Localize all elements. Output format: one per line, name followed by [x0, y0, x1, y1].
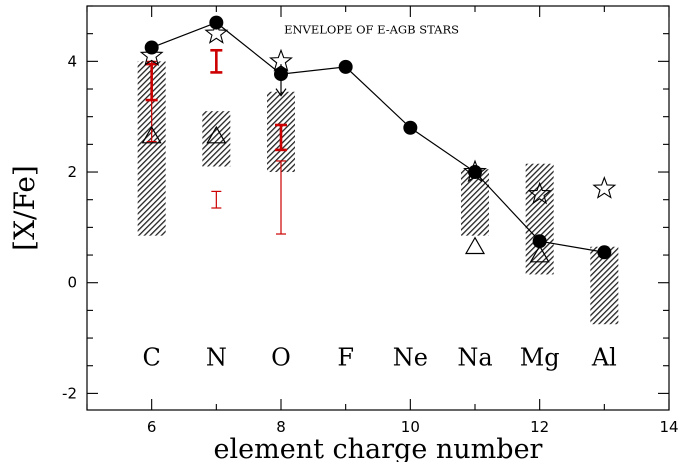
- x-tick-label: 8: [276, 418, 286, 436]
- arrow-head: [275, 88, 287, 97]
- element-label: C: [142, 344, 160, 372]
- data-point-circle: [338, 59, 353, 74]
- element-label: F: [337, 344, 354, 372]
- element-label: N: [206, 344, 227, 372]
- y-tick-label: -2: [62, 384, 77, 402]
- element-label: Mg: [520, 344, 560, 372]
- triangle-markers: [141, 125, 550, 263]
- x-tick-label: 12: [530, 418, 549, 436]
- x-tick-label: 10: [401, 418, 420, 436]
- series-line: [151, 21, 605, 253]
- red-error-bar: [275, 123, 287, 152]
- data-point-triangle: [464, 236, 486, 255]
- data-point-triangle: [206, 125, 227, 144]
- x-tick-label: 6: [147, 418, 157, 436]
- data-point-star: [463, 159, 487, 183]
- data-point-star: [592, 176, 617, 199]
- y-tick-label: 2: [67, 163, 77, 181]
- red-error-bar: [210, 48, 223, 74]
- red-error-bar: [276, 160, 286, 235]
- data-point-circle: [144, 40, 159, 55]
- upper-limit-arrows: [275, 64, 287, 97]
- element-label: Ne: [393, 344, 428, 372]
- data-point-triangle: [529, 244, 550, 263]
- axes: [86, 5, 670, 411]
- x-axis-title: element charge number: [214, 434, 543, 462]
- plot-frame: [86, 5, 670, 411]
- y-tick-label: 4: [67, 52, 77, 70]
- red-error-bar: [211, 190, 222, 209]
- hatched-range-bar: [461, 169, 489, 236]
- filled-circle-series: [144, 15, 612, 260]
- element-label: O: [271, 344, 291, 372]
- data-point-circle: [597, 245, 612, 260]
- data-point-triangle: [141, 125, 162, 144]
- hatched-range-bar: [590, 246, 619, 325]
- data-point-star: [527, 181, 552, 205]
- element-label: Na: [457, 344, 492, 372]
- hatched-range-bar: [202, 111, 231, 167]
- y-axis-title: [X/Fe]: [8, 165, 41, 251]
- annotation-text: ENVELOPE OF E-AGB STARS: [284, 23, 459, 37]
- x-tick-label: 14: [659, 418, 678, 436]
- data-point-star: [139, 43, 164, 66]
- y-tick-label: 0: [67, 274, 77, 292]
- data-point-circle: [532, 234, 547, 249]
- data-point-circle: [403, 120, 418, 135]
- hatched-range-bar: [525, 163, 554, 275]
- hatched-ranges: [137, 61, 619, 325]
- element-label: Al: [591, 344, 617, 372]
- data-point-star: [204, 21, 229, 44]
- upper-limit-arrow: [275, 64, 287, 97]
- chart-text: 6 8 10 12 14 -2 0 2 4 C N O F Ne Na Mg Al ENVELOPE OF E-A…: [8, 23, 679, 462]
